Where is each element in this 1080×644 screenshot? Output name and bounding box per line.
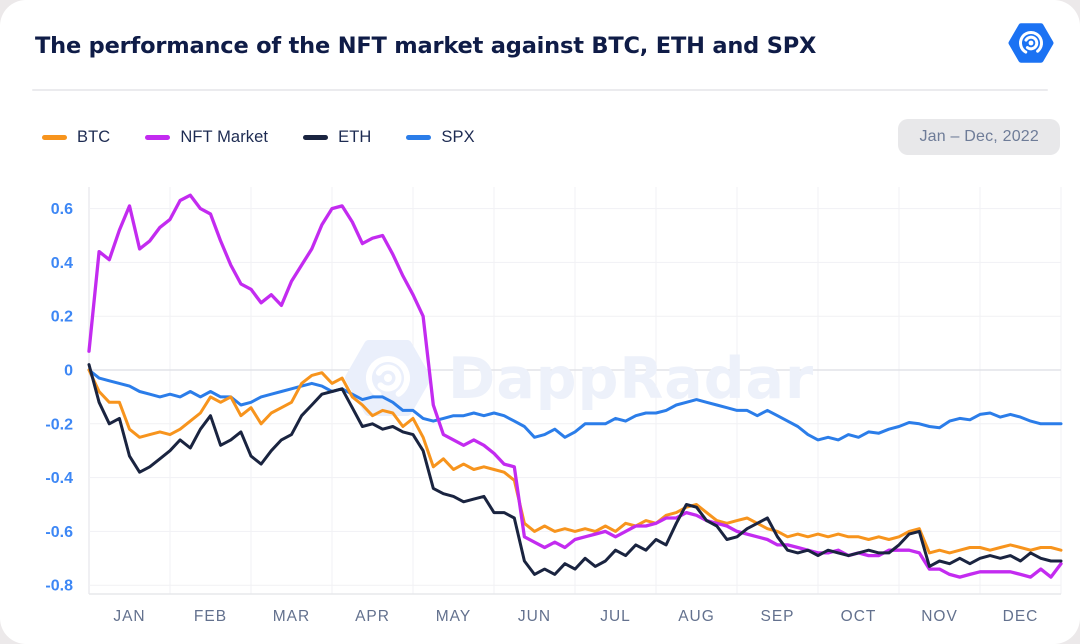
x-tick-label: APR <box>355 608 390 625</box>
series-line-spx <box>87 368 1063 442</box>
y-tick-label: 0.6 <box>51 201 73 218</box>
legend-swatch-btc <box>42 135 67 140</box>
legend-item-spx: SPX <box>406 128 475 147</box>
y-tick-label: -0.8 <box>45 578 73 595</box>
y-tick-label: -0.4 <box>45 470 73 487</box>
legend: BTC NFT Market ETH SPX <box>42 128 475 147</box>
dappradar-logo-icon <box>1008 23 1054 63</box>
legend-swatch-spx <box>406 135 432 140</box>
x-tick-label: MAR <box>273 608 310 625</box>
watermark: DappRadar <box>345 340 814 416</box>
series-line-btc <box>87 368 1063 555</box>
series-line-eth <box>87 363 1063 576</box>
legend-label-btc: BTC <box>77 128 111 146</box>
legend-item-nft-market: NFT Market <box>145 128 268 147</box>
watermark-spiral-icon <box>374 364 402 392</box>
legend-label-eth: ETH <box>338 128 372 146</box>
legend-label-spx: SPX <box>441 128 475 146</box>
x-tick-label: DEC <box>1003 608 1039 625</box>
x-axis-labels: JAN FEB MAR APR MAY JUN JUL AUG SEP OCT NOV DEC <box>113 608 1039 625</box>
x-tick-label: SEP <box>760 608 794 625</box>
x-tick-label: NOV <box>921 608 958 625</box>
x-tick-label: JAN <box>113 608 145 625</box>
y-tick-label: 0.2 <box>51 309 73 326</box>
header-divider <box>32 89 1048 91</box>
x-tick-label: JUL <box>600 608 631 625</box>
x-tick-label: MAY <box>436 608 471 625</box>
x-tick-label: AUG <box>678 608 715 625</box>
date-range-badge: Jan – Dec, 2022 <box>898 119 1060 155</box>
watermark-spiral-icon <box>384 374 392 382</box>
y-axis-labels: 0.6 0.4 0.2 0 -0.2 -0.4 -0.6 -0.8 <box>45 201 73 595</box>
watermark-spiral-icon <box>366 356 410 400</box>
y-tick-label: -0.2 <box>45 416 73 433</box>
page-title: The performance of the NFT market agains… <box>35 33 817 59</box>
series-lines <box>87 193 1063 579</box>
watermark-text: DappRadar <box>448 346 814 412</box>
x-tick-label: FEB <box>194 608 227 625</box>
x-tick-label: OCT <box>841 608 877 625</box>
y-tick-label: 0.4 <box>51 255 73 272</box>
legend-item-btc: BTC <box>42 128 110 147</box>
y-tick-label: 0 <box>64 363 73 380</box>
x-tick-label: JUN <box>518 608 551 625</box>
legend-swatch-nft-market <box>145 135 171 140</box>
gridlines <box>88 187 1062 595</box>
series-line-nft-market <box>87 193 1063 579</box>
legend-label-nft-market: NFT Market <box>180 128 269 146</box>
legend-swatch-eth <box>303 135 329 140</box>
legend-item-eth: ETH <box>303 128 371 147</box>
y-tick-label: -0.6 <box>45 524 73 541</box>
